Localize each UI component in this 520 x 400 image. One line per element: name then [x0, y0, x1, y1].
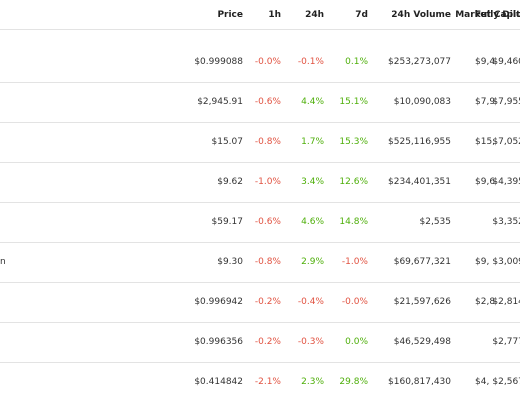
change-1h-cell: -0.6%: [254, 97, 281, 107]
market-cap-cell: $2,814,737,847: [492, 297, 520, 307]
volume-cell: $69,677,321: [393, 257, 451, 267]
price-cell: $2,945.91: [197, 97, 243, 107]
table-row[interactable]: $0.996356 -0.2% -0.3% 0.0% $46,529,498 $2,777…: [0, 323, 520, 363]
table-row[interactable]: $0.414842 -2.1% 2.3% 29.8% $160,817,430 $2,56…: [0, 363, 520, 400]
col-header-fdv[interactable]: Fully Dilute: [475, 10, 520, 20]
volume-cell: $160,817,430: [388, 377, 451, 387]
change-1h-cell: -1.0%: [254, 177, 281, 187]
change-24h-cell: 3.4%: [301, 177, 324, 187]
change-7d-cell: -0.0%: [341, 297, 368, 307]
change-1h-cell: -0.8%: [254, 137, 281, 147]
change-24h-cell: 2.3%: [301, 377, 324, 387]
volume-cell: $2,535: [419, 217, 452, 227]
market-cap-cell: $3,009,744,846: [492, 257, 520, 267]
fdv-cell: $7,9: [475, 97, 496, 107]
market-cap-cell: $2,777,416,331: [492, 337, 520, 347]
change-24h-cell: -0.1%: [297, 57, 324, 67]
price-cell: $9.30: [217, 257, 243, 267]
change-7d-cell: 29.8%: [339, 377, 368, 387]
change-7d-cell: 15.1%: [339, 97, 368, 107]
volume-cell: $253,273,077: [388, 57, 451, 67]
table-row[interactable]: $0.996942 -0.2% -0.4% -0.0% $21,597,626 $2,81…: [0, 283, 520, 323]
market-cap-cell: $4,395,056,568: [492, 177, 520, 187]
table-row[interactable]: $15.07 -0.8% 1.7% 15.3% $525,116,955 $7,052,4…: [0, 123, 520, 163]
col-header-7d[interactable]: 7d: [355, 10, 368, 20]
table-row[interactable]: $2,945.91 -0.6% 4.4% 15.1% $10,090,083 $7,955…: [0, 83, 520, 123]
change-1h-cell: -0.8%: [254, 257, 281, 267]
price-cell: $15.07: [211, 137, 244, 147]
col-header-market-cap[interactable]: Market Capitalization: [455, 10, 520, 20]
change-1h-cell: -0.2%: [254, 337, 281, 347]
fdv-cell: $9,6: [475, 177, 496, 187]
volume-cell: $21,597,626: [393, 297, 451, 307]
change-7d-cell: 0.1%: [345, 57, 368, 67]
change-24h-cell: 4.4%: [301, 97, 324, 107]
price-cell: $0.999088: [194, 57, 243, 67]
change-24h-cell: 1.7%: [301, 137, 324, 147]
table-body: $0.999088 -0.0% -0.1% 0.1% $253,273,077 $9,46…: [0, 43, 520, 400]
volume-cell: $10,090,083: [393, 97, 451, 107]
market-cap-cell: $7,955,914,298: [492, 97, 520, 107]
market-cap-cell: $7,052,439,716: [492, 137, 520, 147]
price-cell: $0.414842: [194, 377, 243, 387]
fdv-cell: $9,4: [475, 57, 496, 67]
table-row[interactable]: $0.999088 -0.0% -0.1% 0.1% $253,273,077 $9,46…: [0, 43, 520, 83]
change-1h-cell: -0.2%: [254, 297, 281, 307]
coin-name: n: [0, 257, 6, 267]
table-row[interactable]: n $9.30 -0.8% 2.9% -1.0% $69,677,321 $3,009,74…: [0, 243, 520, 283]
change-1h-cell: -2.1%: [254, 377, 281, 387]
change-24h-cell: -0.4%: [297, 297, 324, 307]
volume-cell: $525,116,955: [388, 137, 451, 147]
table-row[interactable]: $59.17 -0.6% 4.6% 14.8% $2,535 $3,352,573,327: [0, 203, 520, 243]
change-7d-cell: 14.8%: [339, 217, 368, 227]
table-row[interactable]: $9.62 -1.0% 3.4% 12.6% $234,401,351 $4,395,05…: [0, 163, 520, 203]
change-1h-cell: -0.6%: [254, 217, 281, 227]
table-header: Price 1h 24h 7d 24h Volume Market Capita…: [0, 0, 520, 30]
volume-cell: $46,529,498: [393, 337, 451, 347]
market-cap-cell: $3,352,573,327: [492, 217, 520, 227]
fdv-cell: $4,: [475, 377, 490, 387]
price-cell: $0.996942: [194, 297, 243, 307]
fdv-cell: $15,: [475, 137, 496, 147]
fdv-cell: $2,8: [475, 297, 496, 307]
change-7d-cell: 0.0%: [345, 337, 368, 347]
col-header-price[interactable]: Price: [217, 10, 243, 20]
price-cell: $0.996356: [194, 337, 243, 347]
change-24h-cell: -0.3%: [297, 337, 324, 347]
price-cell: $9.62: [217, 177, 243, 187]
change-7d-cell: -1.0%: [341, 257, 368, 267]
market-cap-cell: $9,460,953,142: [492, 57, 520, 67]
col-header-24h[interactable]: 24h: [305, 10, 324, 20]
change-7d-cell: 15.3%: [339, 137, 368, 147]
market-cap-cell: $2,567,548,516: [492, 377, 520, 387]
fdv-cell: $9,: [475, 257, 490, 267]
change-1h-cell: -0.0%: [254, 57, 281, 67]
change-24h-cell: 4.6%: [301, 217, 324, 227]
header-spacer: [0, 30, 520, 43]
price-cell: $59.17: [211, 217, 244, 227]
change-7d-cell: 12.6%: [339, 177, 368, 187]
change-24h-cell: 2.9%: [301, 257, 324, 267]
volume-cell: $234,401,351: [388, 177, 451, 187]
col-header-1h[interactable]: 1h: [268, 10, 281, 20]
col-header-24h-volume[interactable]: 24h Volume: [391, 10, 451, 20]
